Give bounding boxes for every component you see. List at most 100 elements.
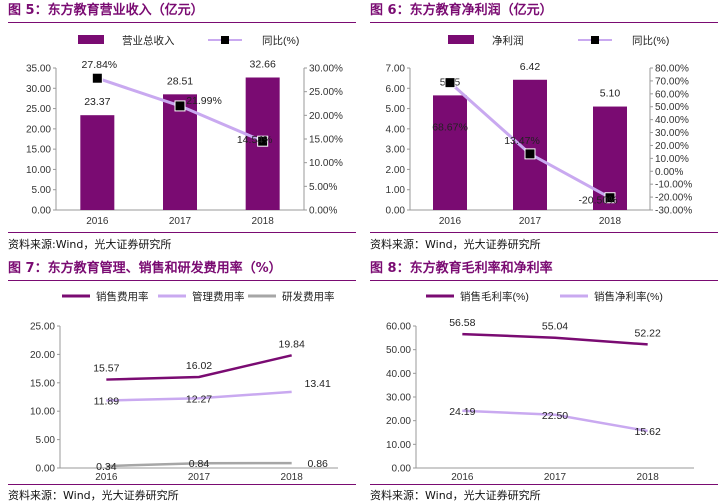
data-label: -20.50% [578,195,617,207]
chart-svg: 0.00 5.00 10.00 15.00 20.00 25.00 30.00 35.00 0.… [26,34,343,227]
chart-title: 图 5：东方教育营业收入（亿元） [8,3,204,18]
data-label: 55.04 [542,321,568,333]
title-divider [8,22,356,23]
y-tick-label-left: 40.00 [386,369,411,380]
x-tick-label: 2018 [281,472,304,483]
title-divider [8,280,356,281]
legend-swatch [78,35,104,44]
y-tick-label-right: 30.00% [309,64,343,75]
legend-label: 销售毛利率(%) [460,290,529,303]
y-tick-label-left: 10.00 [386,440,411,451]
data-label: 14.54% [237,134,273,146]
y-tick-label-left: 5.00 [386,104,406,115]
y-tick-label-right: -10.00% [655,180,692,191]
y-tick-label-left: 0.00 [36,464,56,475]
y-tick-label-left: 4.00 [386,124,406,135]
legend-swatch-marker [221,36,229,44]
line-point-marker [257,135,269,147]
line-point-marker [444,77,456,89]
y-tick-label-left: 0.00 [392,464,412,475]
y-tick-label-right: 80.00% [655,64,689,75]
data-label: 68.67% [432,122,468,134]
y-tick-label-right: 0.00% [309,206,337,217]
y-tick-label-right: 70.00% [655,76,689,87]
chart-title: 图 7：东方教育管理、销售和研发费用率（%） [8,261,282,276]
source-divider [370,484,718,485]
y-tick-label-right: 20.00% [655,141,689,152]
y-tick-label-left: 6.00 [386,84,406,95]
data-label: 32.66 [250,58,276,70]
data-label: 11.89 [94,395,120,407]
data-label: 12.27 [186,393,212,405]
chart-source: 资料来源：Wind，光大证券研究所 [370,489,541,502]
y-tick-label-left: 30.00 [386,393,411,404]
legend-label: 净利润 [492,34,524,47]
line-point-marker [174,100,186,112]
y-tick-label-right: 25.00% [309,87,343,98]
data-label: 19.84 [279,338,305,350]
y-tick-label-left: 50.00 [386,345,411,356]
y-tick-label-left: 25.00 [30,322,55,333]
chart-source: 资料来源：Wind，光大证券研究所 [370,238,541,251]
x-tick-label: 2017 [188,472,211,483]
y-tick-label-left: 60.00 [386,322,411,333]
y-tick-label-right: 5.00% [309,182,337,193]
chart-title: 图 6：东方教育净利润（亿元） [370,3,553,18]
data-label: 16.02 [186,360,212,372]
chart-panel-margin: 图 8：东方教育毛利率和净利率 0.00 10.00 20.00 30.00 40.00… [370,258,720,503]
y-tick-label-left: 3.00 [386,145,406,156]
y-tick-label-left: 15.00 [30,378,55,389]
y-tick-label-left: 20.00 [26,124,51,135]
y-tick-label-right: 60.00% [655,89,689,100]
legend-swatch-marker [591,36,599,44]
legend-label: 同比(%) [262,34,299,47]
line-point-marker [91,72,103,84]
bar [433,95,467,210]
data-label: 23.37 [84,96,110,108]
bar [80,115,115,210]
y-tick-label-left: 20.00 [30,350,55,361]
y-tick-label-right: 10.00% [655,154,689,165]
y-tick-label-left: 20.00 [386,416,411,427]
data-label: 24.19 [449,406,475,418]
series-line [106,354,292,381]
series-line [462,409,648,433]
series-line [106,390,292,402]
y-tick-label-right: 15.00% [309,135,343,146]
source-divider [8,484,356,485]
legend-swatch [448,35,474,44]
y-tick-label-right: -30.00% [655,206,692,217]
x-tick-label: 2016 [451,472,474,483]
chart-panel-net-profit: 图 6：东方教育净利润（亿元） 0.00 1.00 2.00 3.00 4.00 5.00… [370,0,720,252]
data-label: 15.57 [93,363,119,375]
data-label: 28.51 [167,75,193,87]
y-tick-label-left: 1.00 [386,185,406,196]
x-tick-label: 2016 [95,472,118,483]
series-line [106,461,292,468]
data-label: 56.58 [449,317,475,329]
chart-panel-expense-ratio: 图 7：东方教育管理、销售和研发费用率（%） 0.00 5.00 10.00 15.0… [8,258,358,503]
data-label: 0.34 [96,461,117,473]
y-tick-label-left: 0.00 [386,206,406,217]
y-tick-label-left: 30.00 [26,84,51,95]
data-label: 27.84% [82,59,118,71]
data-label: 22.50 [542,410,568,422]
y-tick-label-left: 15.00 [26,145,51,156]
data-label: 15.62 [635,426,661,438]
x-tick-label: 2018 [599,216,622,227]
y-tick-label-left: 5.00 [36,435,56,446]
line-point-marker [604,192,616,204]
y-tick-label-left: 5.00 [32,185,52,196]
x-tick-label: 2016 [86,216,109,227]
chart-source: 资料来源:Wind，光大证券研究所 [8,238,172,251]
y-tick-label-left: 7.00 [386,64,406,75]
y-tick-label-right: 40.00% [655,115,689,126]
data-label: 21.99% [186,95,222,107]
legend-label: 销售净利率(%) [594,290,663,303]
y-tick-label-left: 35.00 [26,64,51,75]
x-tick-label: 2017 [519,216,542,227]
x-tick-label: 2017 [544,472,567,483]
chart-panel-revenue: 图 5：东方教育营业收入（亿元） 0.00 5.00 10.00 15.00 20.00… [8,0,358,252]
chart-svg: 0.00 5.00 10.00 15.00 20.00 25.00 2016 2017 2018… [30,290,338,483]
y-tick-label-left: 25.00 [26,104,51,115]
